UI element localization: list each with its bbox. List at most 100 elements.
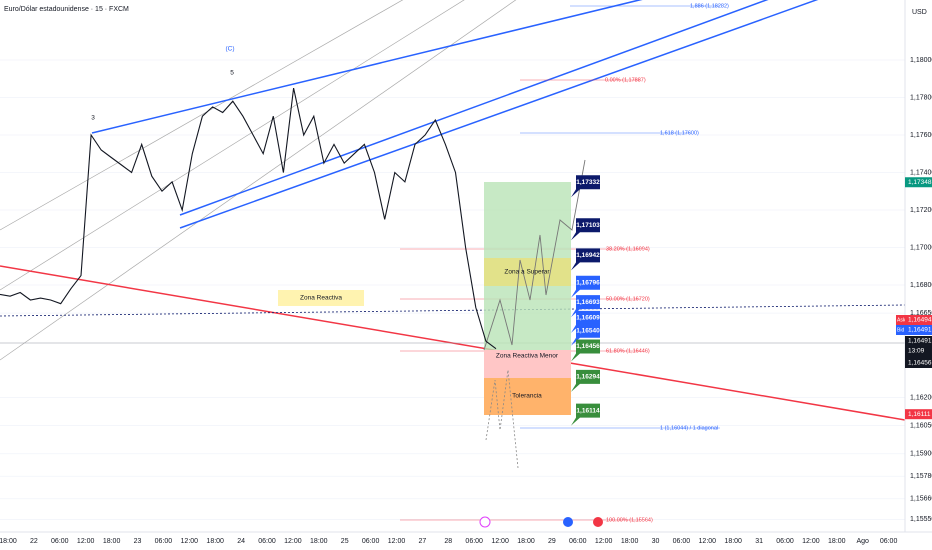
y-tick-label: 1,15780 [910, 473, 932, 480]
level-tag-label: 1,16456 [576, 343, 600, 350]
x-tick-label: 12:00 [77, 538, 95, 545]
x-tick-label: 06:00 [258, 538, 276, 545]
x-tick-label: 28 [444, 538, 452, 545]
price-axis [905, 0, 932, 550]
y-tick-label: 1,18000 [910, 57, 932, 64]
x-tick-label: 18:00 [310, 538, 328, 545]
zone-label: Zona Reactiva Menor [496, 353, 559, 360]
x-tick-label: 06:00 [776, 538, 794, 545]
wave-label: 5 [230, 70, 234, 77]
x-tick-label: 18:00 [0, 538, 17, 545]
level-tag [571, 295, 600, 318]
y-tick-label: 1,16650 [910, 310, 932, 317]
level-tag-label: 1,16609 [576, 315, 600, 322]
x-tick-label: 06:00 [880, 538, 898, 545]
fib-label: 50.00% (1,16720) [606, 296, 650, 302]
level-tag [571, 323, 600, 346]
y-tick-label: 1,15550 [910, 516, 932, 523]
last-price-label: 13:09 [908, 348, 925, 355]
quote-value: 1,16494 [908, 317, 932, 324]
x-tick-label: 12:00 [802, 538, 820, 545]
last-price-tag [905, 336, 932, 368]
level-tag-label: 1,17332 [576, 179, 600, 186]
quote-value: 1,16491 [908, 327, 932, 334]
x-tick-label: 12:00 [388, 538, 406, 545]
y-tick-label: 1,17200 [910, 207, 932, 214]
x-tick-label: 24 [237, 538, 245, 545]
x-tick-label: 12:00 [181, 538, 199, 545]
level-tag [571, 339, 600, 362]
x-tick-label: 12:00 [284, 538, 302, 545]
event-icon[interactable] [593, 517, 603, 527]
wave-label: 3 [91, 115, 95, 122]
level-tag-label: 1,17103 [576, 222, 600, 229]
last-price-label: 1,16491 [908, 338, 932, 345]
channel-line [179, 0, 819, 229]
price-tag-label: 1,17348 [908, 179, 932, 186]
x-tick-label: 06:00 [362, 538, 380, 545]
channel-line [91, 0, 643, 134]
diagonal-line [0, 0, 517, 361]
fib-label: 100.00% (1,15564) [606, 517, 653, 523]
x-tick-label: Ago [856, 538, 869, 545]
fib-label: 61.80% (1,16446) [606, 348, 650, 354]
y-tick-label: 1,17600 [910, 132, 932, 139]
y-tick-label: 1,16200 [910, 394, 932, 401]
x-tick-label: 18:00 [828, 538, 846, 545]
x-tick-label: 12:00 [699, 538, 717, 545]
level-tag-label: 1,16693 [576, 299, 600, 306]
annotations: 1,17332 1,17103 1,16942 1,16796 1,16693 1,166… [91, 3, 729, 523]
quote-tag [896, 325, 905, 335]
zone-box [484, 258, 571, 286]
level-tag [571, 218, 600, 241]
diagonal-line [0, 0, 465, 291]
zone-label: Zona Reactiva [300, 295, 342, 302]
y-tick-label: 1,17800 [910, 94, 932, 101]
x-tick-label: 06:00 [465, 538, 483, 545]
axis-labels: 1,18000 1,17800 1,17600 1,17400 1,17200 1,170… [0, 57, 932, 545]
x-tick-label: 06:00 [155, 538, 173, 545]
stop-zone [484, 378, 571, 415]
y-tick-label: 1,15660 [910, 496, 932, 503]
dotted-line [0, 304, 906, 317]
currency: USD [912, 9, 927, 16]
x-tick-label: 29 [548, 538, 556, 545]
level-tag [571, 310, 600, 333]
event-icon[interactable] [479, 516, 491, 528]
projection-path [483, 159, 586, 351]
fib-label: 1 (1,16044) / 1 diagonal [660, 425, 718, 431]
x-tick-label: 06:00 [51, 538, 69, 545]
level-tag [571, 275, 600, 298]
quote-tag [905, 325, 932, 335]
price-tag [905, 409, 932, 420]
x-tick-label: 12:00 [595, 538, 613, 545]
x-tick-label: 30 [652, 538, 660, 545]
x-tick-label: 31 [755, 538, 763, 545]
y-tick-label: 1,17000 [910, 244, 932, 251]
x-tick-label: 18:00 [103, 538, 121, 545]
quote-label: Bid [897, 327, 904, 333]
quote-label: Ask [897, 317, 906, 323]
x-tick-label: 22 [30, 538, 38, 545]
x-tick-label: 18:00 [517, 538, 535, 545]
y-tick-label: 1,16050 [910, 422, 932, 429]
event-icon[interactable] [563, 517, 573, 527]
x-tick-label: 23 [134, 538, 142, 545]
level-tag-label: 1,16294 [576, 374, 600, 381]
x-tick-label: 18:00 [724, 538, 742, 545]
zone-label: Tolerancia [512, 393, 542, 400]
zone-box [278, 290, 364, 306]
x-tick-label: 06:00 [673, 538, 691, 545]
fib-label: 0.00% (1,17887) [605, 77, 646, 83]
x-tick-label: 25 [341, 538, 349, 545]
wave-label: (C) [225, 46, 234, 53]
quote-tag [905, 315, 932, 325]
channel-line [179, 0, 769, 216]
last-price-label: 1,16456 [908, 360, 932, 367]
fib-label: 1,618 (1,17600) [660, 130, 699, 136]
x-tick-label: 27 [419, 538, 427, 545]
quote-tag [896, 315, 905, 325]
level-tag-label: 1,16114 [576, 407, 600, 414]
